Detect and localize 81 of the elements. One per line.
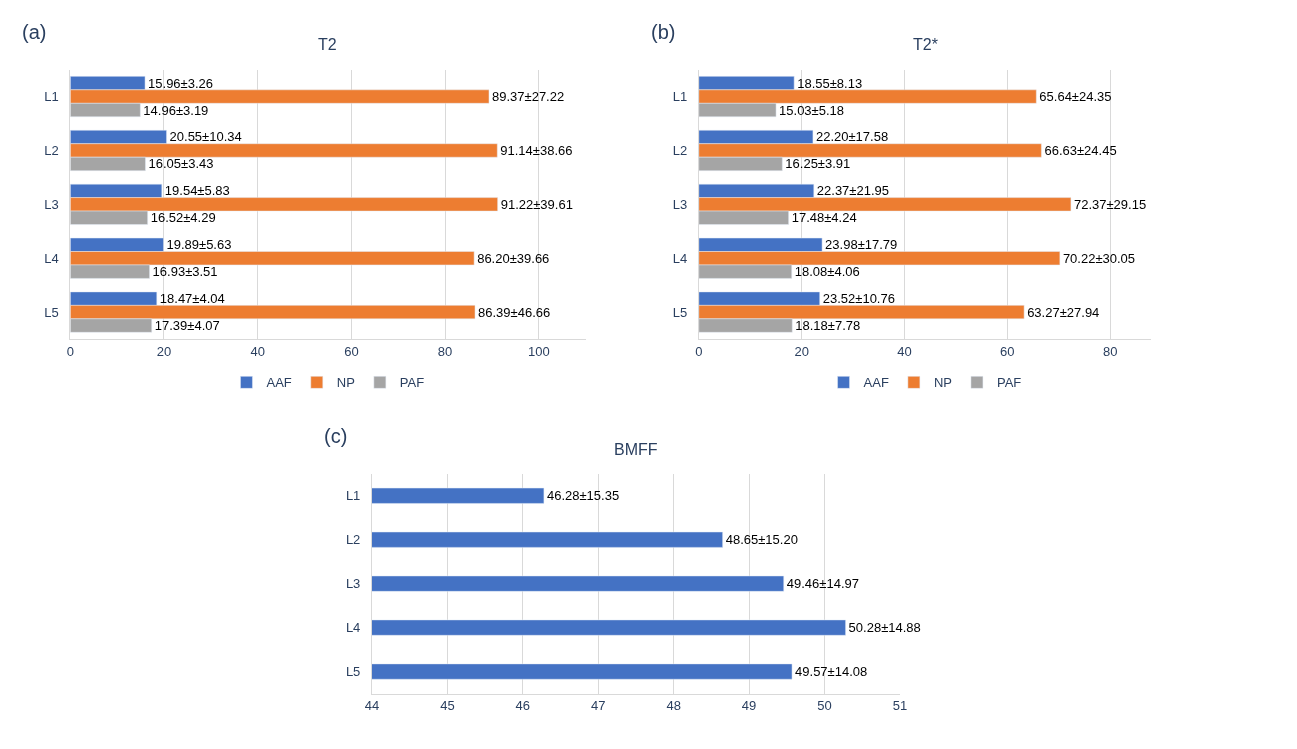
legend-label: AAF (863, 375, 889, 391)
data-label: 49.57±14.08 (795, 664, 868, 680)
data-label: 18.55±8.13 (797, 75, 863, 91)
x-tick-label: 80 (1102, 343, 1118, 359)
x-tick-label: 46 (515, 698, 531, 714)
data-label: 16.05±3.43 (148, 156, 214, 172)
legend-label: AAF (266, 375, 292, 391)
y-tick-label: L5 (44, 304, 59, 320)
data-label: 66.63±24.45 (1044, 142, 1117, 158)
x-tick-label: 80 (437, 343, 453, 359)
y-tick-label: L1 (672, 89, 688, 105)
data-label: 19.89±5.63 (166, 237, 232, 253)
data-label: 50.28±14.88 (848, 620, 921, 636)
y-tick-label: L1 (345, 488, 361, 504)
chart-title: BMFF (614, 441, 658, 458)
data-label: 46.28±15.35 (546, 488, 620, 504)
chart-title: T2 (318, 36, 337, 53)
data-label: 23.98±17.79 (825, 237, 898, 253)
x-tick-label: 45 (440, 698, 455, 714)
data-label: 70.22±30.05 (1062, 250, 1136, 266)
chart-title: T2* (913, 36, 938, 53)
x-tick-label: 0 (695, 343, 703, 359)
y-tick-label: L2 (345, 532, 361, 548)
data-label: 14.96±3.19 (143, 102, 209, 118)
x-tick-label: 20 (794, 343, 809, 359)
data-label: 18.18±7.78 (795, 318, 861, 334)
y-tick-label: L2 (44, 143, 59, 159)
x-tick-label: 49 (741, 698, 757, 714)
data-label: 17.39±4.07 (154, 318, 220, 334)
data-label: 49.46±14.97 (786, 576, 859, 592)
data-label: 22.20±17.58 (815, 129, 889, 145)
data-label: 19.54±5.83 (164, 183, 230, 199)
text: (a) (22, 21, 47, 43)
y-tick-label: L1 (44, 89, 59, 105)
data-label: 16.25±3.91 (785, 156, 851, 172)
data-label: 22.37±21.95 (816, 183, 890, 199)
data-label: 65.64±24.35 (1039, 89, 1112, 105)
x-tick-label: 60 (344, 343, 359, 359)
x-tick-label: 50 (817, 698, 832, 714)
data-label: 15.03±5.18 (779, 102, 845, 118)
data-label: 86.20±39.66 (477, 250, 550, 266)
legend-label: NP (933, 375, 952, 391)
y-tick-label: L4 (672, 250, 688, 266)
data-label: 18.08±4.06 (794, 264, 860, 280)
data-label: 17.48±4.24 (791, 210, 857, 226)
y-tick-label: L2 (672, 143, 688, 159)
x-tick-label: 47 (590, 698, 606, 714)
y-tick-label: L5 (672, 304, 688, 320)
legend-label: PAF (996, 375, 1022, 391)
y-tick-label: L4 (44, 250, 59, 266)
data-label: 48.65±15.20 (725, 532, 798, 548)
y-tick-label: L3 (44, 196, 59, 212)
x-tick-label: 60 (1000, 343, 1015, 359)
x-tick-label: 40 (250, 343, 265, 359)
x-tick-label: 51 (892, 698, 908, 714)
y-tick-label: L4 (345, 620, 361, 636)
y-tick-label: L3 (345, 576, 361, 592)
data-label: 89.37±27.22 (491, 89, 565, 105)
data-label: 20.55±10.34 (169, 129, 242, 145)
data-label: 18.47±4.04 (159, 291, 225, 307)
data-label: 91.14±38.66 (500, 142, 573, 158)
x-tick-label: 0 (66, 343, 74, 359)
text: (b) (651, 21, 676, 43)
data-label: 16.93±3.51 (152, 264, 218, 280)
data-label: 72.37±29.15 (1073, 196, 1147, 212)
data-label: 15.96±3.26 (148, 75, 214, 91)
data-label: 91.22±39.61 (500, 196, 573, 212)
x-tick-label: 100 (527, 343, 550, 359)
data-label: 63.27±27.94 (1027, 304, 1100, 320)
legend-label: PAF (399, 375, 425, 391)
legend-label: NP (336, 375, 355, 391)
x-tick-label: 20 (156, 343, 172, 359)
text: (c) (324, 425, 348, 447)
x-tick-label: 44 (364, 698, 380, 714)
y-tick-label: L3 (672, 196, 688, 212)
data-label: 23.52±10.76 (822, 291, 895, 307)
y-tick-label: L5 (345, 664, 361, 680)
data-label: 16.52±4.29 (150, 210, 216, 226)
x-tick-label: 40 (897, 343, 912, 359)
x-tick-label: 48 (666, 698, 681, 714)
data-label: 86.39±46.66 (478, 304, 551, 320)
